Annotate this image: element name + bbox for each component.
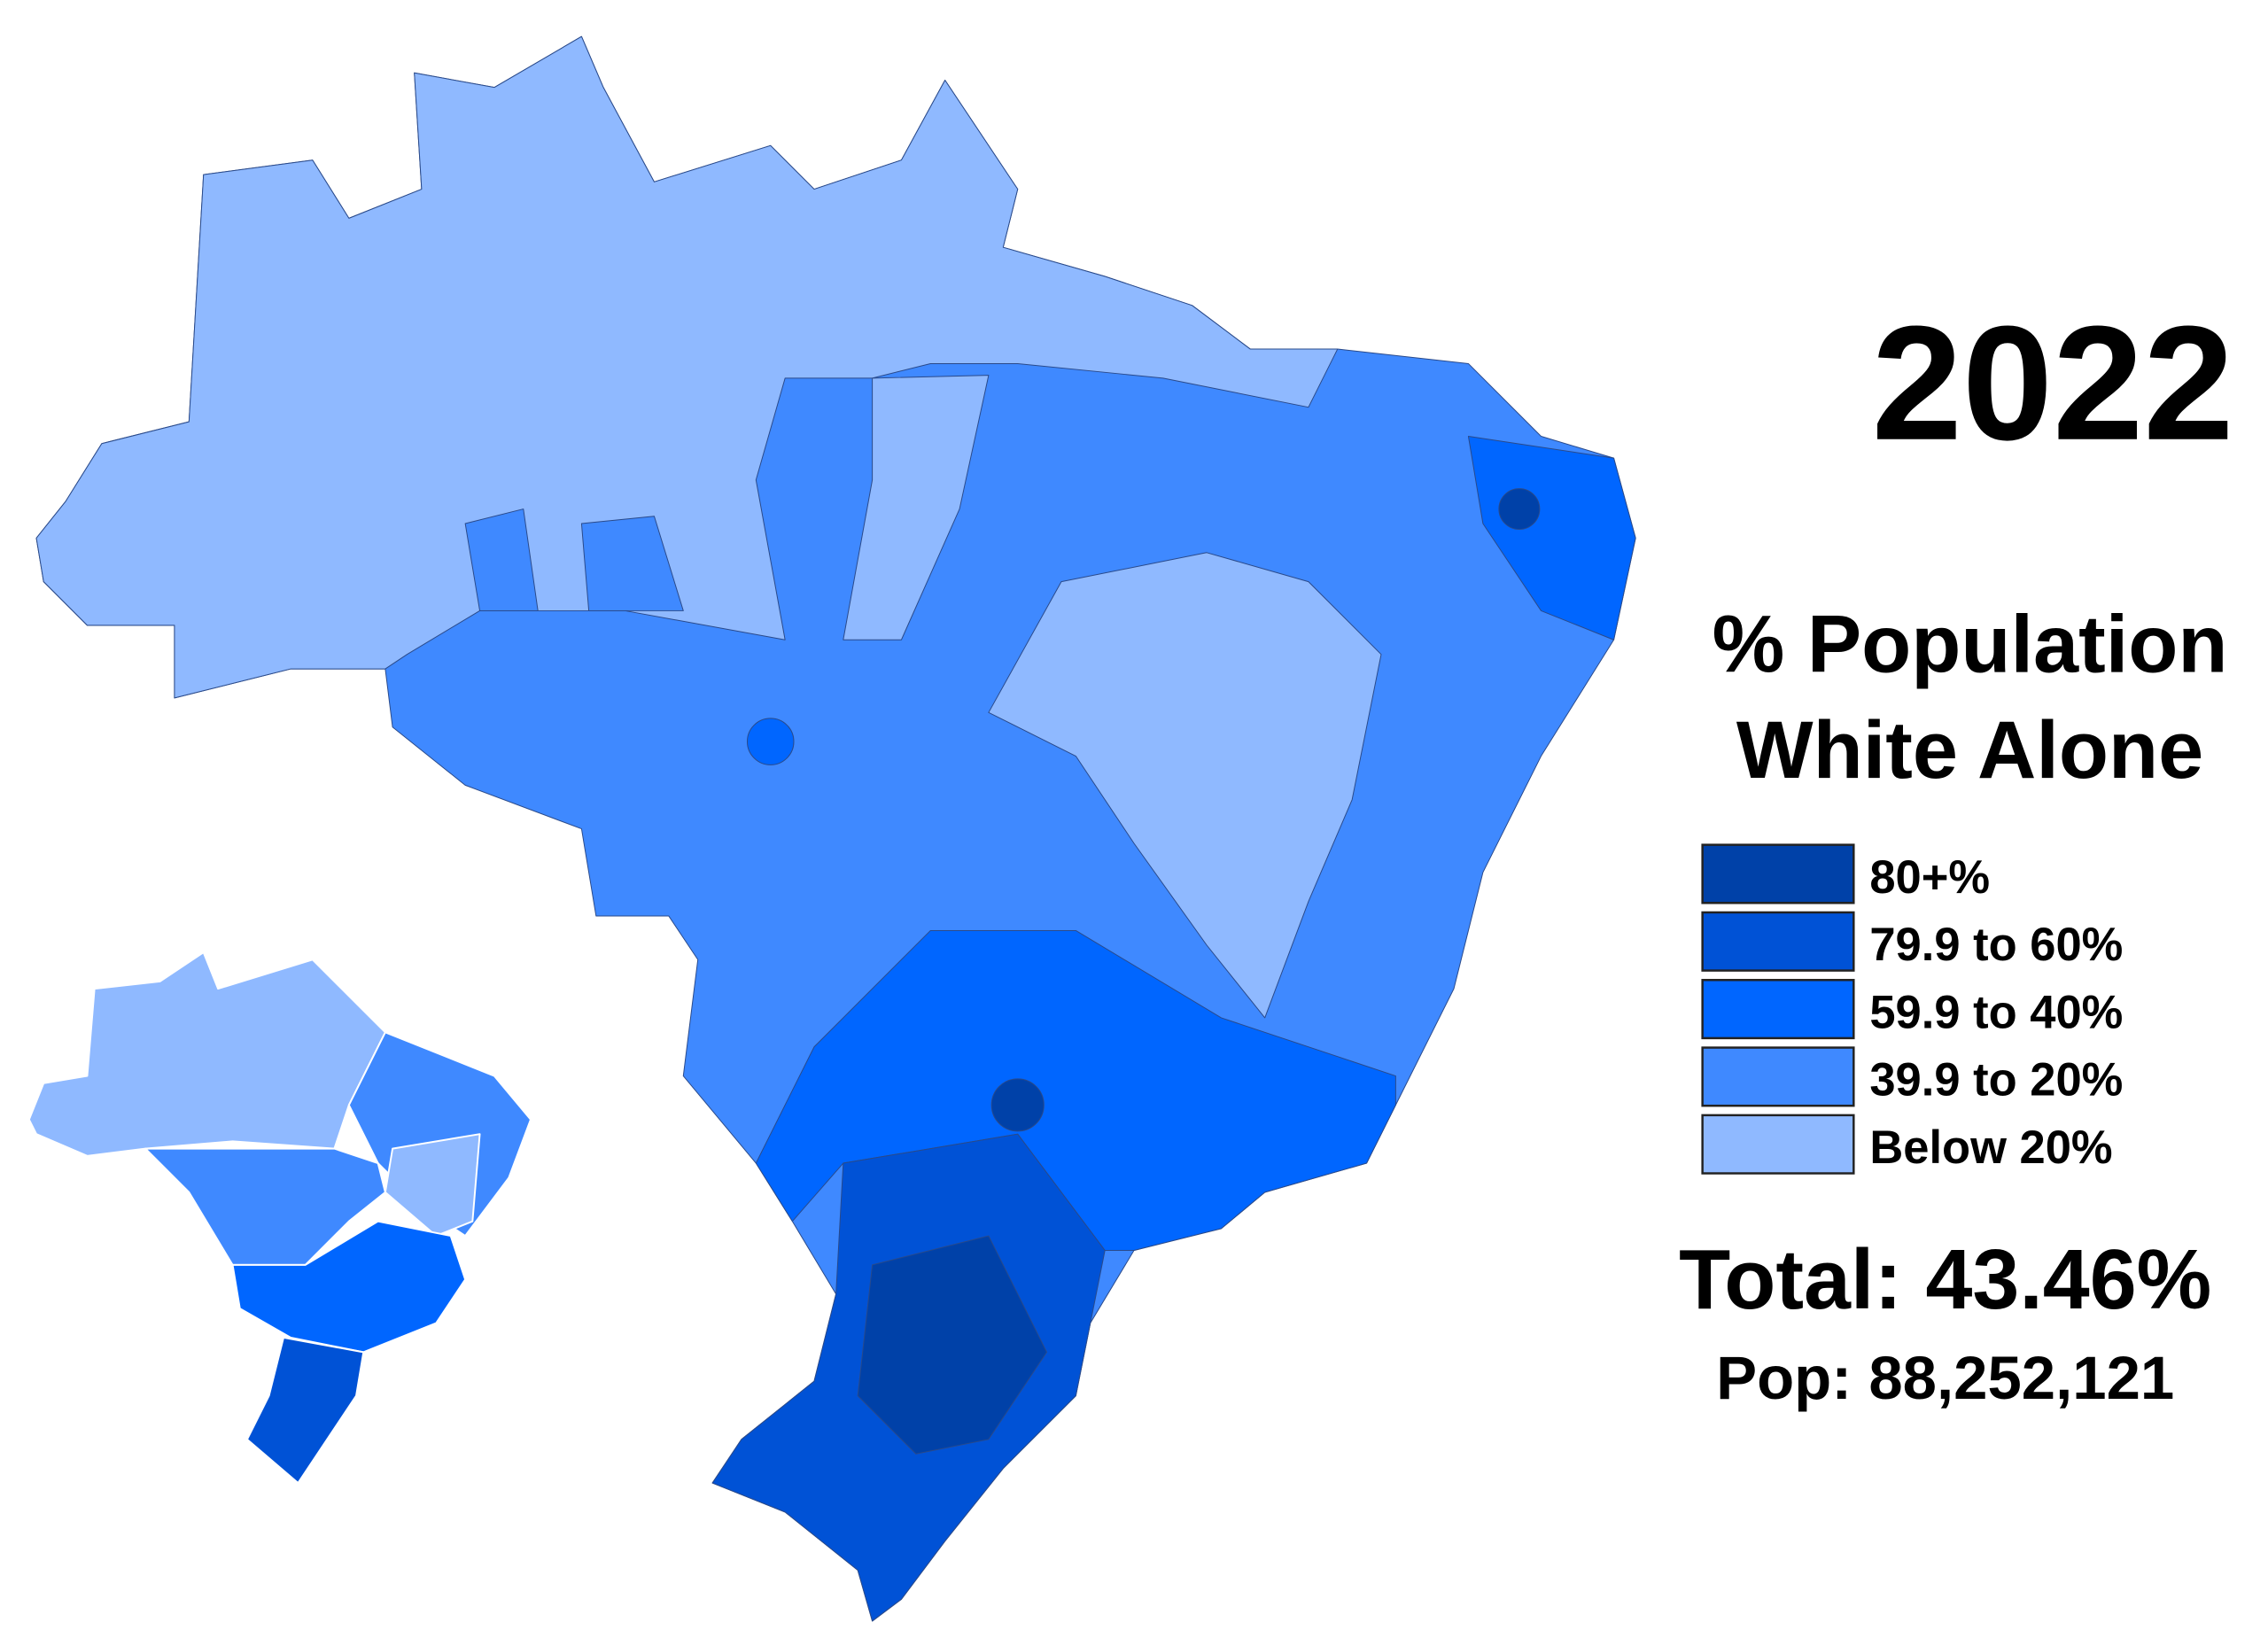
year: 2022	[1872, 292, 2234, 474]
legend-swatch	[1701, 979, 1855, 1040]
legend-label: Below 20%	[1869, 1122, 2112, 1174]
population: Pop: 88,252,121	[1716, 1344, 2174, 1412]
dark-spot	[1498, 488, 1541, 531]
legend-swatch	[1701, 1114, 1855, 1175]
main-map	[35, 35, 1636, 1622]
total: Total: 43.46%	[1679, 1233, 2211, 1327]
inset-northeast	[347, 1031, 532, 1238]
legend-label: 80+%	[1869, 851, 1990, 904]
northeast-coast	[1467, 436, 1636, 640]
patch	[746, 718, 795, 765]
dark-spot	[990, 1078, 1045, 1132]
inset-map	[27, 951, 532, 1485]
north-region	[35, 35, 1339, 699]
acre-patch	[464, 508, 539, 611]
south-core	[857, 1235, 1048, 1455]
inset-bahia	[384, 1133, 481, 1238]
legend-label: 39.9 to 20%	[1869, 1054, 2123, 1106]
inset-southeast	[231, 1220, 467, 1354]
bahia-interior	[988, 552, 1382, 1019]
inset-south	[245, 1336, 365, 1485]
legend-label: 59.9 to 40%	[1869, 986, 2123, 1038]
interior-region	[843, 375, 990, 640]
legend-swatch	[1701, 1046, 1855, 1107]
legend: 80+% 79.9 to 60% 59.9 to 40% 39.9 to 20% Bel…	[1701, 843, 2123, 1175]
inset-north	[27, 951, 386, 1157]
legend-swatch	[1701, 911, 1855, 972]
southeast-region	[755, 929, 1396, 1251]
legend-label: 79.9 to 60%	[1869, 919, 2123, 971]
title-line: White Alone	[1736, 705, 2203, 796]
title-line: % Population	[1713, 599, 2228, 689]
para-patch	[580, 516, 684, 611]
inset-center-west	[144, 1147, 386, 1266]
legend-swatch	[1701, 843, 1855, 904]
